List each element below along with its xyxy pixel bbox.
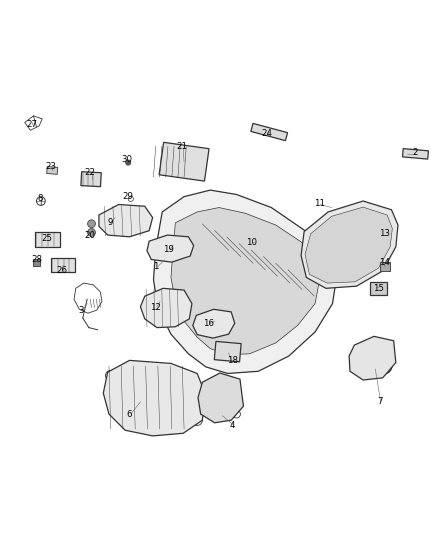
Polygon shape [99,205,152,237]
Text: 19: 19 [163,245,174,254]
Text: 1: 1 [153,262,159,271]
Polygon shape [305,207,392,283]
Polygon shape [349,336,396,380]
Text: 13: 13 [379,229,390,238]
Text: 27: 27 [27,120,38,129]
Text: 18: 18 [226,356,237,365]
Polygon shape [380,262,390,271]
Circle shape [373,355,392,374]
Text: 29: 29 [123,192,134,201]
Text: 2: 2 [413,149,418,157]
Text: 7: 7 [378,397,383,406]
Polygon shape [193,309,235,338]
Text: 3: 3 [79,305,84,314]
Polygon shape [159,142,209,181]
Text: 24: 24 [261,129,272,138]
Text: 9: 9 [107,219,113,228]
Text: 11: 11 [314,199,325,208]
Text: 8: 8 [37,195,43,203]
Polygon shape [403,149,428,159]
Text: 20: 20 [85,231,95,240]
Text: 28: 28 [31,255,42,264]
Polygon shape [103,360,205,436]
Text: 12: 12 [150,303,161,312]
Text: 25: 25 [41,233,52,243]
Text: 4: 4 [230,422,235,430]
Polygon shape [214,342,241,362]
Polygon shape [33,259,40,265]
Text: 30: 30 [121,155,132,164]
Circle shape [88,229,95,236]
Polygon shape [370,282,387,295]
Polygon shape [51,258,75,272]
Polygon shape [81,172,101,187]
Circle shape [125,159,131,166]
Polygon shape [147,235,194,262]
Circle shape [223,349,231,357]
Polygon shape [301,201,398,288]
Circle shape [383,232,389,238]
Polygon shape [198,373,244,423]
Text: 22: 22 [85,168,95,177]
Polygon shape [141,288,192,328]
Text: 14: 14 [379,257,390,266]
Text: 16: 16 [203,319,214,328]
Text: 10: 10 [246,238,257,247]
Text: 21: 21 [177,142,187,151]
Text: 23: 23 [46,161,57,171]
Polygon shape [251,123,288,141]
Polygon shape [47,166,58,174]
Text: 26: 26 [57,266,67,276]
Circle shape [357,341,378,362]
Polygon shape [35,232,60,247]
Text: 6: 6 [127,410,132,419]
Polygon shape [153,190,337,374]
Polygon shape [171,207,319,354]
Text: 15: 15 [373,284,384,293]
Circle shape [88,220,95,228]
